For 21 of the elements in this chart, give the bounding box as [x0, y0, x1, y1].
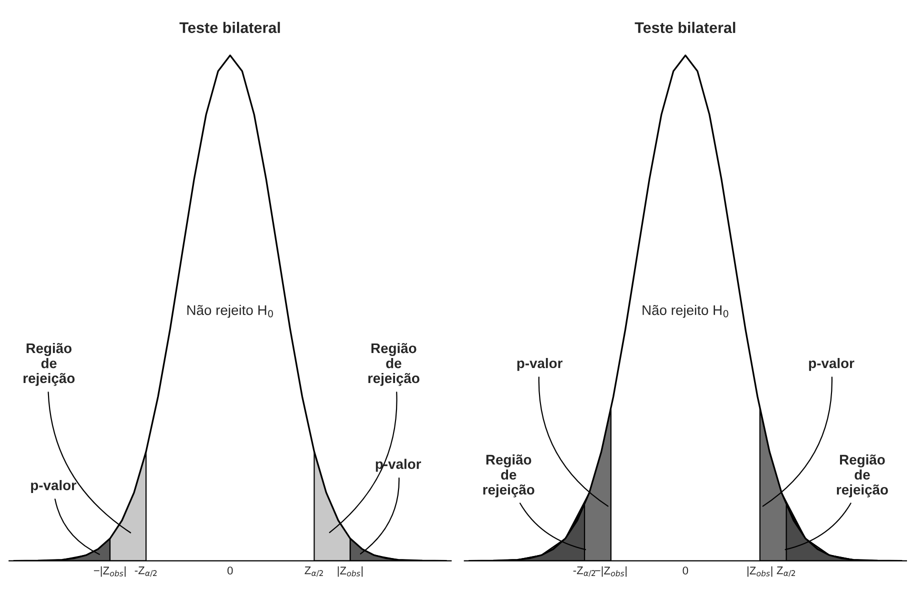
x-tick-label: −|Z$_{obs}$|: [594, 566, 627, 577]
annotation: Região de rejeição: [836, 454, 888, 498]
x-tick-label: -Z$_{α/2}$: [573, 566, 596, 577]
chart-title: Teste bilateral: [634, 22, 736, 34]
annotation: Região de rejeição: [24, 342, 75, 386]
annotation: Não rejeito H$_{0}$: [187, 304, 273, 318]
x-tick-label: −|Z$_{obs}$|: [94, 566, 126, 577]
annotation: Não rejeito H$_{0}$: [642, 304, 728, 318]
annotation: p-valor: [31, 480, 76, 493]
x-tick-label: |Z$_{obs}$|: [748, 566, 772, 577]
annotation: Região de rejeição: [368, 342, 420, 386]
x-tick-label: -Z$_{α/2}$: [134, 566, 157, 577]
chart-title: Teste bilateral: [179, 22, 280, 34]
x-tick-label: 0: [682, 566, 688, 575]
x-tick-label: Z$_{α/2}$: [776, 566, 796, 577]
annotation: p-valor: [809, 358, 854, 371]
annotation: p-valor: [517, 358, 562, 371]
x-tick-label: 0: [227, 566, 233, 575]
annotation: Região de rejeição: [483, 454, 534, 498]
x-tick-label: Z$_{α/2}$: [304, 566, 323, 577]
x-tick-label: |Z$_{obs}$|: [338, 566, 363, 577]
